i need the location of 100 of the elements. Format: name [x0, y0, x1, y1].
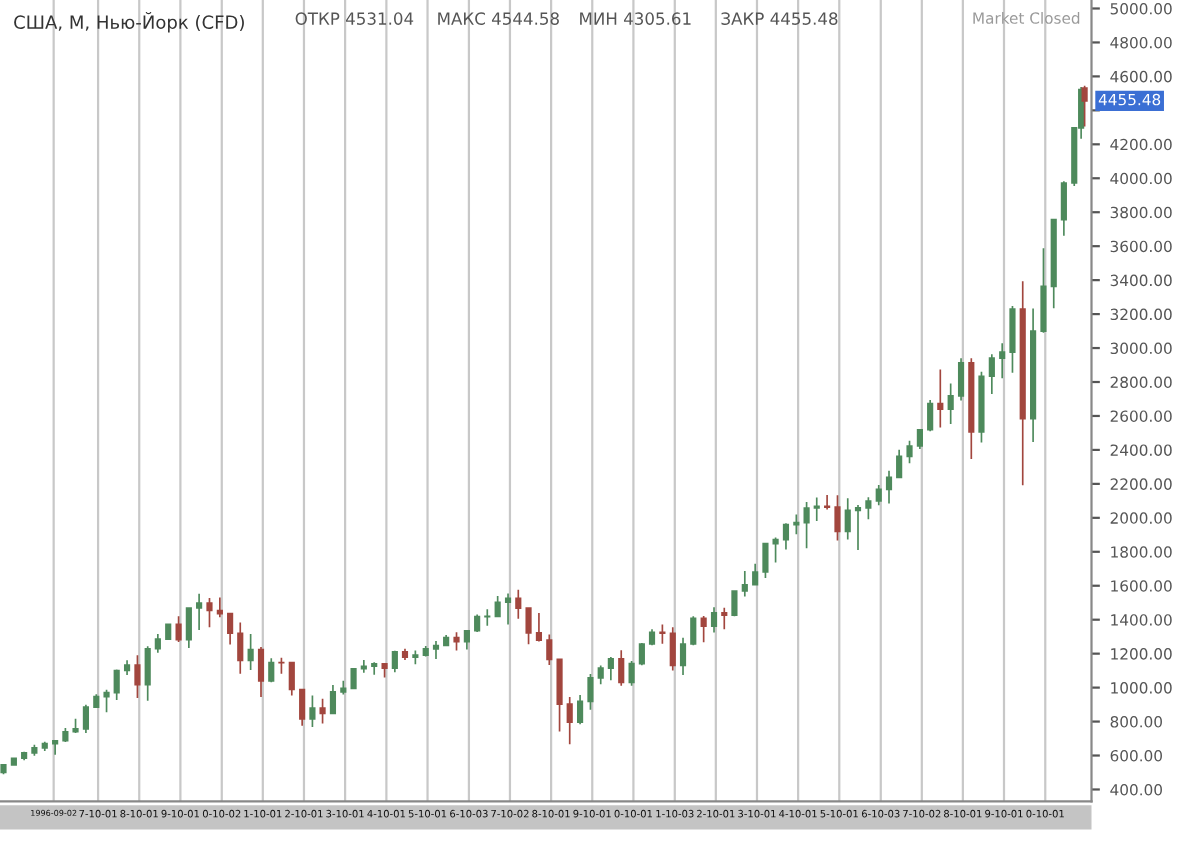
candlestick [566, 696, 573, 745]
candlestick [494, 595, 501, 618]
candlestick [638, 642, 645, 667]
candlestick [1030, 307, 1037, 443]
candlestick [31, 743, 38, 757]
candlestick [865, 496, 872, 521]
candlestick [782, 522, 790, 551]
candlestick [185, 606, 192, 649]
annotation: МИН 4305.61 [580, 12, 691, 25]
candlestick [463, 629, 470, 651]
candlestick [731, 589, 738, 618]
candlestick [309, 694, 316, 728]
candlestick [381, 663, 388, 679]
candlestick [412, 649, 419, 666]
candlestick [443, 634, 450, 647]
candlestick [824, 494, 831, 511]
candlestick [803, 501, 810, 550]
candlestick [906, 439, 913, 464]
candlestick [937, 368, 944, 429]
candlestick [607, 656, 614, 681]
candlestick [793, 513, 800, 535]
candlestick [1040, 247, 1047, 334]
candlestick [123, 659, 131, 676]
candlestick [721, 606, 728, 631]
candlestick [844, 497, 851, 541]
annotation: ОТКР 4531.04 [295, 12, 414, 25]
candlestick [82, 703, 90, 734]
annotation: МАКС 4544.58 [438, 12, 559, 25]
candlestick [535, 612, 543, 643]
candlestick [216, 596, 223, 619]
candlestick [679, 637, 687, 676]
candlestick [978, 370, 985, 444]
candlestick [21, 750, 28, 762]
candlestick [741, 570, 748, 598]
text: США, М, Нью-Йорк (CFD) [14, 12, 244, 33]
candlestick [41, 740, 48, 752]
candlestick [690, 615, 697, 646]
candlestick [999, 342, 1006, 380]
candlestick [988, 353, 995, 395]
candlestick [432, 640, 440, 660]
candlestick [648, 628, 656, 646]
candlestick [546, 633, 553, 666]
candlestick [154, 633, 161, 654]
candlestick [257, 646, 265, 698]
candlestick [247, 633, 254, 671]
candlestick [587, 673, 594, 711]
candlestick [947, 382, 954, 425]
candlestick [72, 717, 79, 734]
candlestick [576, 694, 584, 726]
candlestick [659, 623, 666, 645]
candlestick [288, 661, 295, 697]
candlestick [103, 688, 110, 714]
candlestick [474, 613, 481, 633]
candlestick [885, 469, 893, 505]
candlestick [134, 654, 141, 699]
candlestick [10, 757, 17, 767]
candlestick [278, 656, 285, 675]
candlestick [165, 623, 172, 641]
candlestick [1019, 280, 1026, 487]
candlestick [268, 657, 275, 684]
candlestick [916, 428, 923, 450]
candlestick [175, 615, 182, 643]
candlestick [854, 504, 862, 551]
candlestick [52, 739, 59, 756]
candlestick [700, 615, 707, 644]
candlestick [628, 660, 635, 687]
candlestick [371, 661, 378, 676]
candlestick [319, 697, 326, 725]
candlestick [556, 658, 563, 733]
candlestick [299, 687, 306, 727]
candlestick [401, 647, 409, 661]
candlestick [669, 626, 676, 672]
candlestick [957, 357, 965, 402]
candlestick [1009, 305, 1016, 374]
candlestick [1060, 180, 1067, 237]
candlestick [453, 631, 460, 652]
candlestick [62, 727, 69, 743]
candlestick [391, 649, 398, 674]
candlestick [422, 645, 429, 658]
candlestick [515, 588, 522, 620]
candlestick [927, 399, 934, 433]
candlestick [710, 606, 718, 634]
candlestick [618, 649, 625, 687]
candlestick [329, 684, 337, 715]
candlestick [813, 496, 820, 522]
candlestick [896, 448, 903, 479]
candlestick [237, 621, 244, 675]
candlestick [350, 667, 357, 690]
candlestick [0, 763, 7, 776]
candlestick [93, 693, 100, 709]
candlestick [484, 608, 491, 627]
candlestick [227, 612, 234, 646]
candlestick [206, 597, 213, 629]
candlestick [1081, 84, 1088, 128]
candlestick [597, 664, 604, 686]
candlestick [752, 562, 759, 586]
candlestick [340, 679, 347, 696]
annotation: ЗАКР 4455.48 [721, 12, 838, 25]
candlestick [504, 592, 512, 626]
candlestick [834, 494, 841, 542]
